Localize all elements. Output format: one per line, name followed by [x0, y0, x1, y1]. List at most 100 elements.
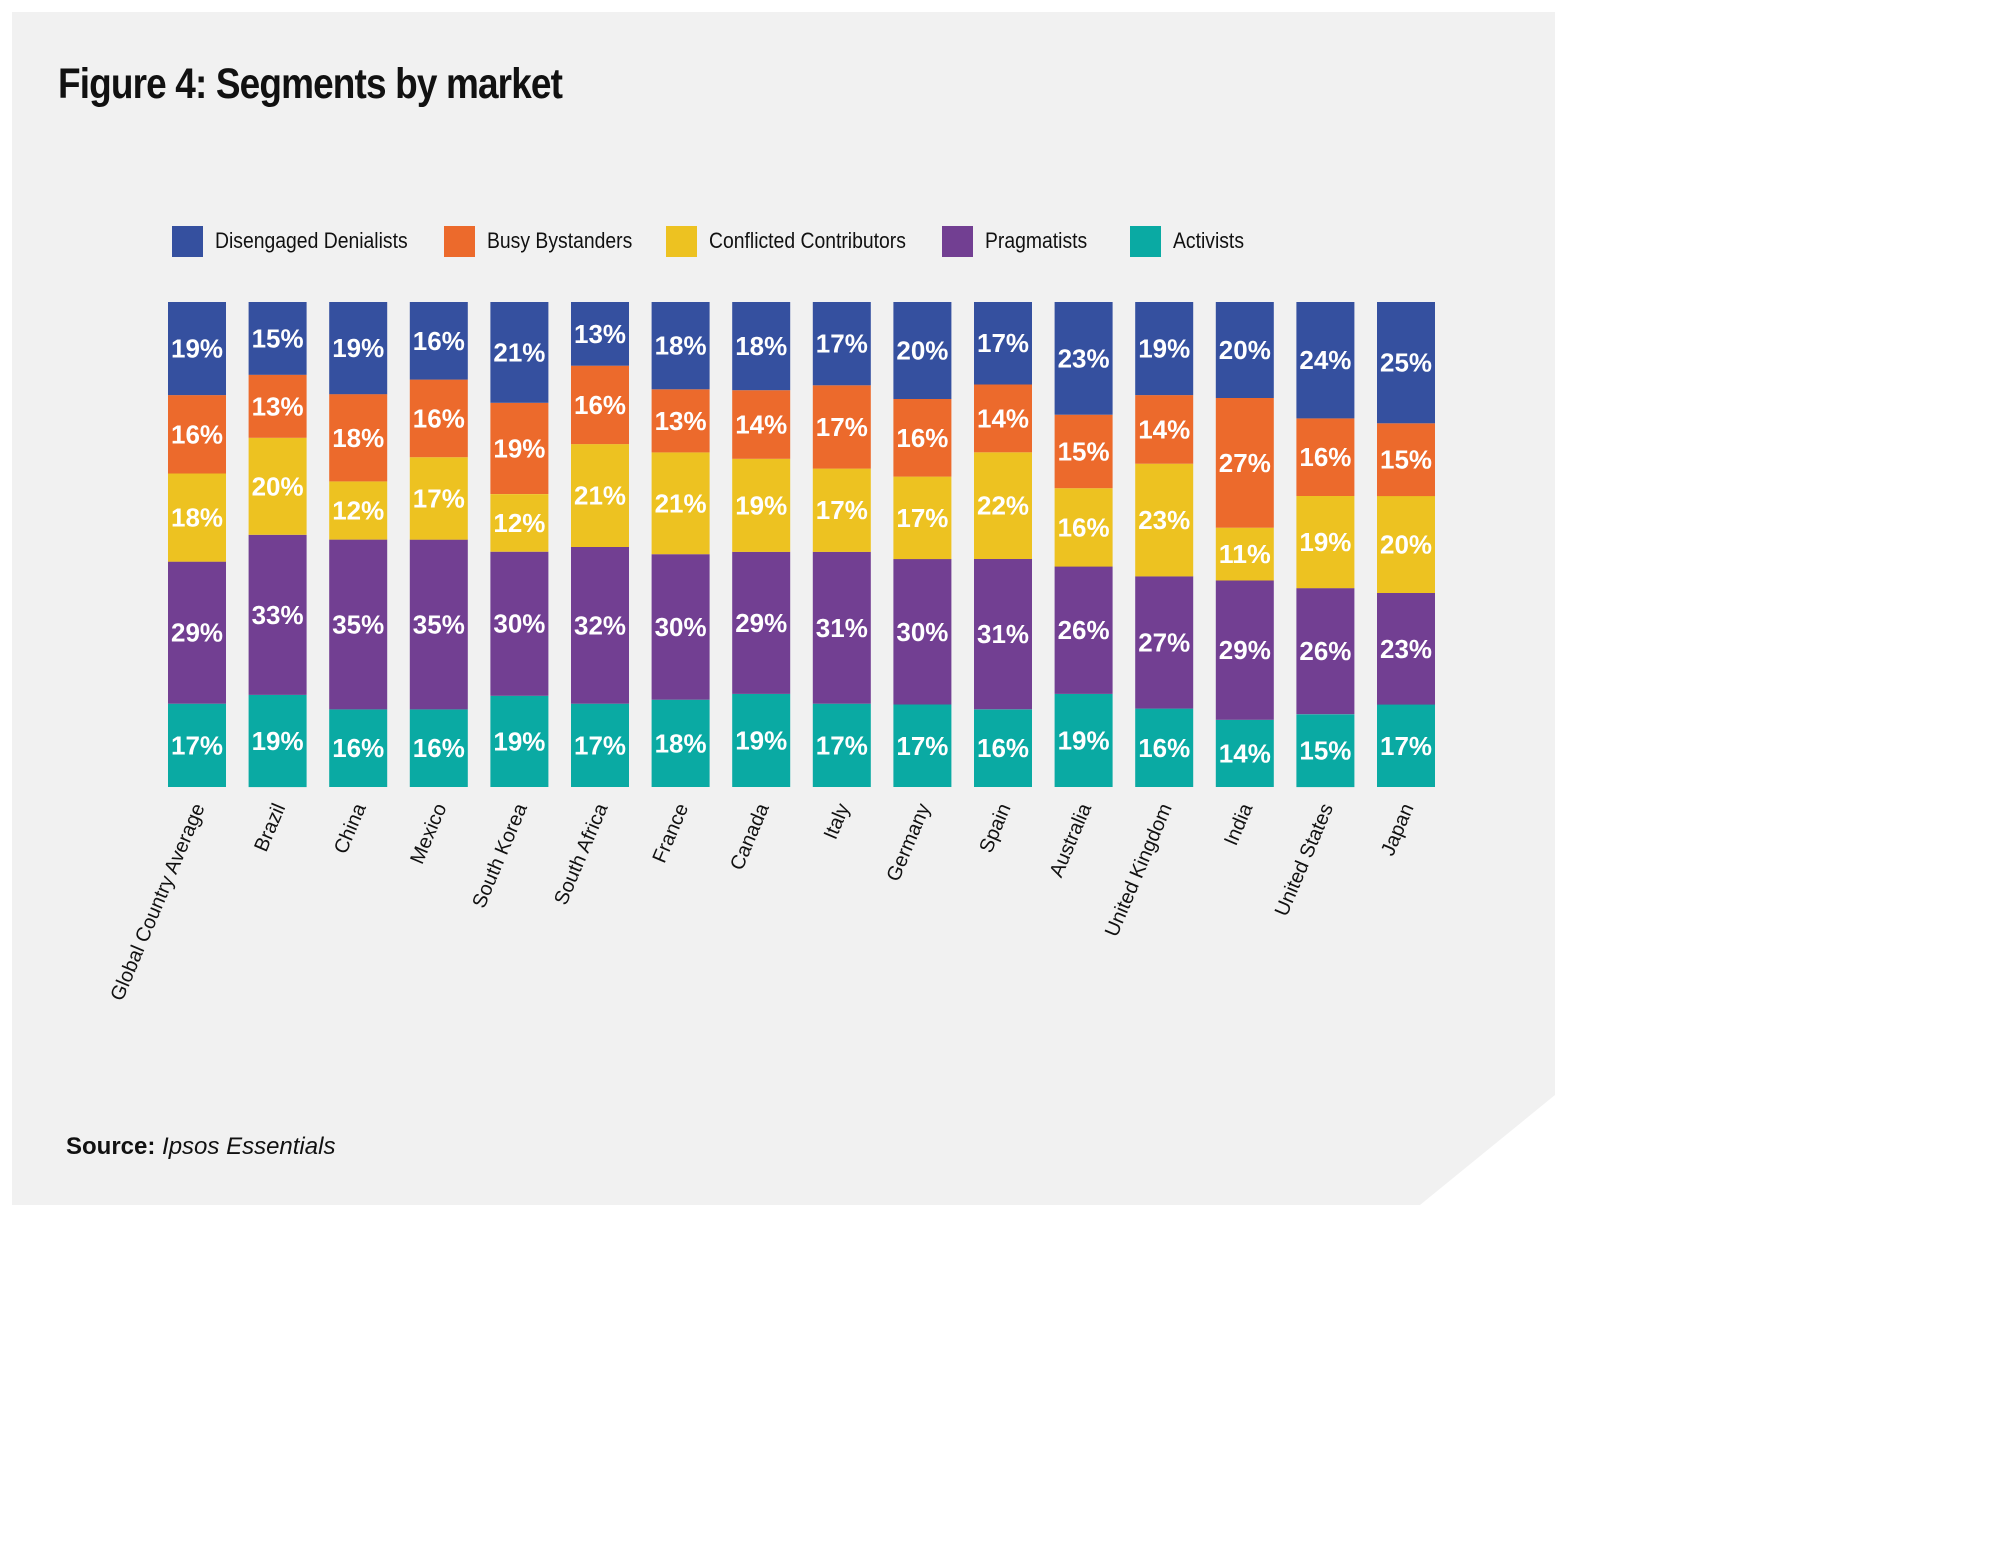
data-label-france-conflicted-contributors: 21% — [655, 488, 707, 518]
bar-segment-australia-disengaged-denialists — [1054, 302, 1113, 415]
data-label-japan-disengaged-denialists: 25% — [1380, 348, 1432, 378]
data-label-global-country-average-conflicted-contributors: 18% — [171, 503, 223, 533]
bar-segment-mexico-disengaged-denialists — [409, 302, 468, 380]
data-label-germany-busy-bystanders: 16% — [896, 423, 948, 453]
source-value: Ipsos Essentials — [162, 1133, 336, 1160]
legend-label-disengaged-denialists: Disengaged Denialists — [215, 228, 408, 253]
data-label-united-kingdom-pragmatists: 27% — [1138, 628, 1190, 658]
data-label-canada-conflicted-contributors: 19% — [735, 490, 787, 520]
bar-segment-south-korea-conflicted-contributors — [490, 494, 549, 552]
bar-segment-south-korea-disengaged-denialists — [490, 302, 549, 403]
data-label-india-conflicted-contributors: 11% — [1219, 539, 1271, 569]
data-label-france-pragmatists: 30% — [655, 612, 707, 642]
data-label-india-activists: 14% — [1219, 738, 1271, 768]
data-label-france-activists: 18% — [655, 728, 707, 758]
bar-segment-global-country-average-busy-bystanders — [168, 395, 226, 474]
data-label-germany-disengaged-denialists: 20% — [896, 336, 948, 366]
bar-segment-china-busy-bystanders — [329, 394, 388, 482]
data-label-australia-activists: 19% — [1058, 726, 1110, 756]
data-label-mexico-disengaged-denialists: 16% — [413, 326, 465, 356]
data-label-united-states-busy-bystanders: 16% — [1299, 442, 1351, 472]
bar-segment-spain-busy-bystanders — [974, 384, 1032, 453]
data-label-south-africa-conflicted-contributors: 21% — [574, 481, 626, 511]
data-label-canada-pragmatists: 29% — [735, 608, 787, 638]
bar-segment-brazil-conflicted-contributors — [248, 437, 307, 535]
data-label-united-kingdom-activists: 16% — [1138, 733, 1190, 763]
legend-swatch-busy-bystanders — [444, 226, 475, 257]
bar-segment-canada-pragmatists — [732, 551, 791, 694]
bar-segment-south-africa-busy-bystanders — [571, 365, 629, 445]
bar-segment-global-country-average-pragmatists — [168, 561, 226, 704]
bar-segment-spain-activists — [974, 709, 1032, 787]
data-label-germany-conflicted-contributors: 17% — [896, 503, 948, 533]
bar-segment-germany-conflicted-contributors — [893, 476, 952, 560]
bar-segment-australia-pragmatists — [1054, 566, 1113, 694]
bar-segment-mexico-pragmatists — [409, 539, 468, 710]
data-label-india-pragmatists: 29% — [1219, 635, 1271, 665]
bar-segment-united-kingdom-activists — [1135, 708, 1194, 787]
bar-segment-china-pragmatists — [329, 539, 388, 710]
data-label-france-disengaged-denialists: 18% — [655, 331, 707, 361]
category-label-south-africa: South Africa — [550, 800, 613, 909]
bar-segment-germany-busy-bystanders — [893, 399, 952, 477]
data-label-brazil-disengaged-denialists: 15% — [252, 323, 304, 353]
bar-segment-south-korea-activists — [490, 695, 549, 787]
data-label-brazil-activists: 19% — [252, 726, 304, 756]
data-label-germany-activists: 17% — [896, 731, 948, 761]
chart-title: Figure 4: Segments by market — [58, 60, 563, 108]
bar-segment-south-africa-activists — [571, 703, 629, 787]
data-label-united-states-pragmatists: 26% — [1299, 636, 1351, 666]
category-label-brazil: Brazil — [250, 800, 290, 855]
bar-segment-australia-busy-bystanders — [1054, 414, 1113, 489]
category-label-germany: Germany — [883, 800, 935, 884]
bar-segment-mexico-conflicted-contributors — [409, 457, 468, 540]
category-label-united-kingdom: United Kingdom — [1101, 800, 1177, 940]
data-label-mexico-conflicted-contributors: 17% — [413, 483, 465, 513]
bar-segment-india-activists — [1215, 719, 1274, 787]
data-label-italy-conflicted-contributors: 17% — [816, 495, 868, 525]
data-label-south-africa-busy-bystanders: 16% — [574, 390, 626, 420]
category-label-united-states: United States — [1271, 800, 1338, 919]
legend-swatch-disengaged-denialists — [172, 226, 203, 257]
data-label-italy-disengaged-denialists: 17% — [816, 329, 868, 359]
bar-segment-brazil-pragmatists — [248, 534, 307, 695]
bar-segment-canada-busy-bystanders — [732, 390, 791, 459]
data-label-spain-activists: 16% — [977, 733, 1029, 763]
data-label-united-kingdom-disengaged-denialists: 19% — [1138, 334, 1190, 364]
stacked-bar-chart: 17% 29% 18% 16% 19% Global Country Average 19%… — [107, 302, 1435, 1004]
data-label-south-africa-disengaged-denialists: 13% — [574, 319, 626, 349]
category-label-canada: Canada — [726, 800, 774, 874]
legend-label-pragmatists: Pragmatists — [985, 228, 1088, 253]
category-label-spain: Spain — [975, 800, 1015, 856]
data-label-india-disengaged-denialists: 20% — [1219, 335, 1271, 365]
bar-segment-japan-busy-bystanders — [1377, 423, 1435, 497]
bar-segment-india-pragmatists — [1215, 580, 1274, 720]
data-label-australia-conflicted-contributors: 16% — [1058, 512, 1110, 542]
category-label-india: India — [1220, 800, 1258, 849]
category-label-global-country-average: Global Country Average — [107, 800, 210, 1004]
data-label-japan-pragmatists: 23% — [1380, 634, 1432, 664]
bar-segment-china-activists — [329, 709, 388, 787]
data-label-united-states-activists: 15% — [1299, 736, 1351, 766]
bar-segment-spain-pragmatists — [974, 559, 1032, 710]
bar-segment-germany-pragmatists — [893, 559, 952, 705]
data-label-australia-disengaged-denialists: 23% — [1058, 343, 1110, 373]
legend-swatch-activists — [1130, 226, 1161, 257]
bar-segment-japan-conflicted-contributors — [1377, 496, 1435, 593]
data-label-global-country-average-pragmatists: 29% — [171, 618, 223, 648]
data-label-japan-conflicted-contributors: 20% — [1380, 530, 1432, 560]
data-label-germany-pragmatists: 30% — [896, 617, 948, 647]
source-label: Source: — [66, 1133, 156, 1160]
bar-segment-united-states-activists — [1296, 714, 1355, 788]
data-label-brazil-conflicted-contributors: 20% — [252, 471, 304, 501]
data-label-south-korea-pragmatists: 30% — [493, 609, 545, 639]
bar-segment-south-korea-busy-bystanders — [490, 402, 549, 494]
bar-segment-mexico-busy-bystanders — [409, 379, 468, 458]
data-label-japan-busy-bystanders: 15% — [1380, 445, 1432, 475]
bar-segment-canada-disengaged-denialists — [732, 302, 791, 391]
bar-segment-japan-activists — [1377, 704, 1435, 787]
data-label-australia-busy-bystanders: 15% — [1058, 436, 1110, 466]
category-label-italy: Italy — [820, 800, 855, 842]
bar-segment-south-africa-conflicted-contributors — [571, 444, 629, 547]
bar-segment-united-states-disengaged-denialists — [1296, 302, 1355, 419]
